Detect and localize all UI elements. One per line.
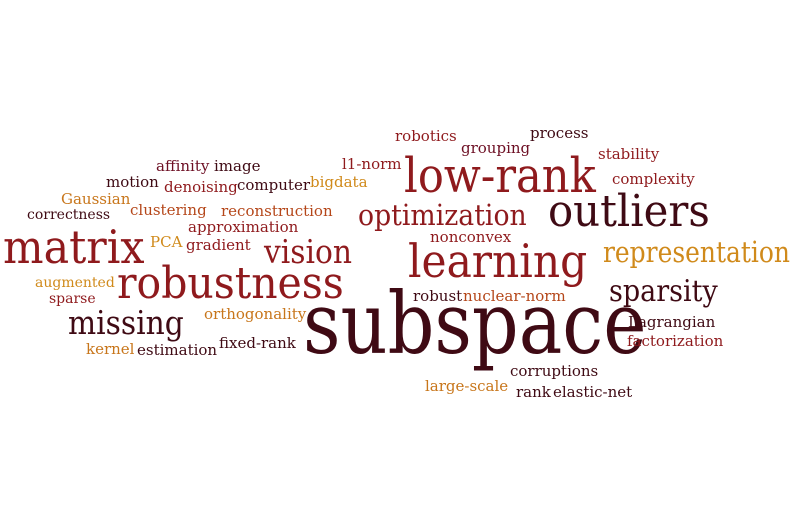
word-rank: rank [516, 383, 551, 401]
word-nonconvex: nonconvex [430, 228, 512, 246]
word-missing: missing [68, 303, 184, 342]
word-estimation: estimation [137, 341, 218, 359]
word-sparsity: sparsity [609, 274, 718, 309]
word-robustness: robustness [117, 258, 344, 309]
word-vision: vision [264, 232, 353, 271]
word-kernel: kernel [86, 340, 135, 358]
word-computer: computer [237, 176, 310, 194]
word-representation: representation [603, 235, 790, 269]
word-optimization: optimization [358, 198, 527, 232]
word-lowrank: low-rank [404, 148, 596, 204]
word-stability: stability [598, 145, 660, 163]
word-subspace: subspace [303, 275, 647, 374]
word-fixedrank: fixed-rank [219, 334, 296, 352]
word-nuclearnorm: nuclear-norm [463, 287, 566, 305]
word-affinity: affinity [156, 157, 210, 175]
word-reconstruction: reconstruction [221, 202, 333, 220]
word-learning: learning [408, 234, 588, 288]
word-largescale: large-scale [425, 377, 509, 395]
word-outliers: outliers [548, 186, 710, 237]
word-grouping: grouping [461, 139, 531, 157]
word-image: image [214, 157, 261, 175]
word-clustering: clustering [130, 201, 207, 219]
word-factorization: factorization [627, 332, 724, 350]
word-bigdata: bigdata [310, 173, 368, 191]
word-augmented: augmented [35, 275, 115, 291]
word-sparse: sparse [49, 291, 96, 307]
word-l1norm: l1-norm [342, 155, 402, 173]
word-gradient: gradient [186, 236, 251, 254]
word-robust: robust [413, 287, 463, 305]
word-gaussian: Gaussian [61, 190, 131, 208]
word-matrix: matrix [3, 220, 145, 274]
word-orthogonality: orthogonality [204, 305, 307, 323]
word-corruptions: corruptions [510, 362, 599, 380]
word-lagrangian: Lagrangian [628, 313, 716, 331]
word-robotics: robotics [395, 127, 457, 145]
word-denoising: denoising [164, 178, 238, 196]
word-motion: motion [106, 173, 159, 191]
word-complexity: complexity [612, 170, 695, 188]
word-approximation: approximation [188, 218, 299, 236]
word-elasticnet: elastic-net [553, 383, 633, 401]
word-correctness: correctness [27, 207, 111, 223]
word-process: process [530, 124, 589, 142]
word-pca: PCA [150, 233, 183, 251]
